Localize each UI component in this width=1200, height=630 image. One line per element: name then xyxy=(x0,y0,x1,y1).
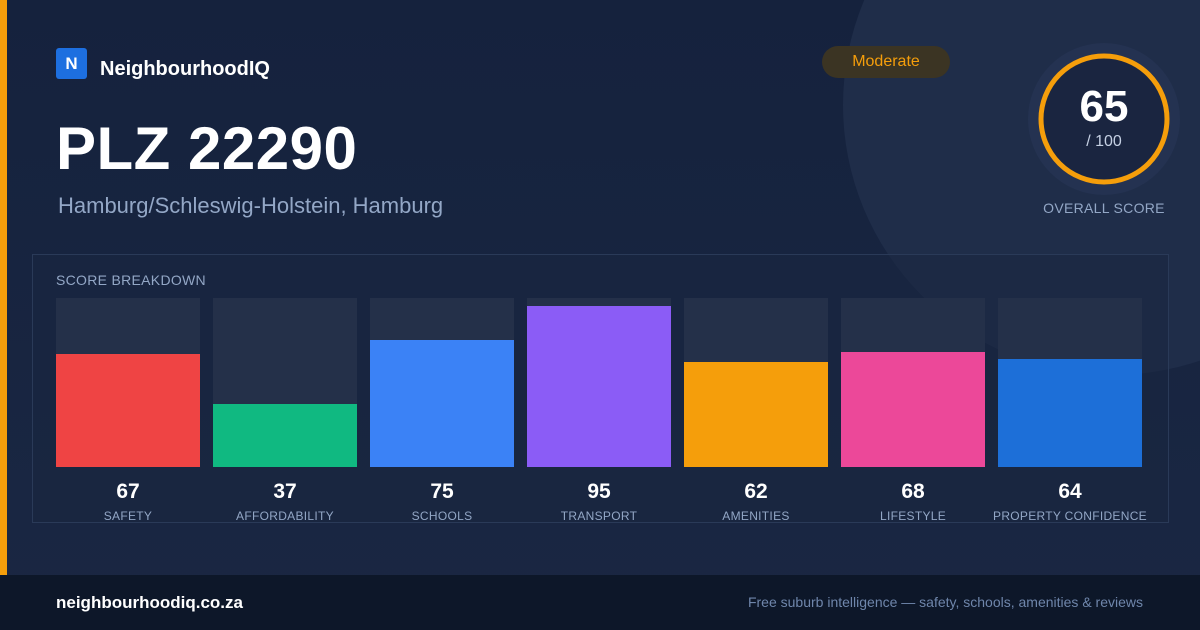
bar-track xyxy=(370,298,514,467)
brand-name: NeighbourhoodIQ xyxy=(100,58,270,80)
rating-badge: Moderate xyxy=(822,46,950,78)
location-subtitle: Hamburg/Schleswig-Holstein, Hamburg xyxy=(58,193,444,218)
bar-fill xyxy=(370,340,514,467)
score-breakdown-panel: SCORE BREAKDOWN 67 SAFETY 37 AFFORDABILITY 7… xyxy=(32,254,1169,523)
bar-label: AMENITIES xyxy=(722,509,790,523)
bar-value: 67 xyxy=(116,480,140,503)
bar-track xyxy=(213,298,357,467)
score-bar-transport: 95 TRANSPORT xyxy=(527,298,671,523)
footer-url-link[interactable]: neighbourhoodiq.co.za xyxy=(56,593,243,612)
bar-fill xyxy=(213,404,357,467)
bar-fill xyxy=(684,362,828,467)
bar-value: 37 xyxy=(273,480,297,503)
brand[interactable]: N NeighbourhoodIQ xyxy=(56,46,270,81)
overall-score-gauge: 65 / 100 xyxy=(1028,43,1180,195)
bar-fill xyxy=(527,306,671,467)
bar-label: TRANSPORT xyxy=(560,509,638,523)
score-bar-affordability: 37 AFFORDABILITY xyxy=(213,298,357,523)
bar-value: 62 xyxy=(744,480,768,503)
bar-label: SAFETY xyxy=(103,509,153,523)
score-bar-safety: 67 SAFETY xyxy=(56,298,200,523)
bar-fill xyxy=(998,359,1142,467)
breakdown-title: SCORE BREAKDOWN xyxy=(56,272,206,288)
score-bar-lifestyle: 68 LIFESTYLE xyxy=(841,298,985,523)
bar-track xyxy=(56,298,200,467)
bar-label: PROPERTY CONFIDENCE xyxy=(993,509,1147,523)
score-bar-property-confidence: 64 PROPERTY CONFIDENCE xyxy=(993,298,1147,523)
accent-bar xyxy=(0,0,7,575)
bar-value: 95 xyxy=(587,480,611,503)
breakdown-bars: 67 SAFETY 37 AFFORDABILITY 75 SCHOOLS 95 TRANSP… xyxy=(56,298,1147,523)
footer-tagline: Free suburb intelligence — safety, schoo… xyxy=(747,594,1143,610)
score-bar-amenities: 62 AMENITIES xyxy=(684,298,828,523)
bar-track xyxy=(998,298,1142,467)
bar-value: 75 xyxy=(430,480,454,503)
bar-fill xyxy=(56,354,200,467)
bar-label: LIFESTYLE xyxy=(879,509,947,523)
page-title: PLZ 22290 xyxy=(56,115,358,182)
brand-logo-icon: N xyxy=(56,48,87,79)
bar-track xyxy=(684,298,828,467)
footer: neighbourhoodiq.co.za Free suburb intell… xyxy=(0,575,1200,630)
overall-score-max: / 100 xyxy=(1086,133,1122,150)
score-ring-icon xyxy=(1038,53,1170,185)
bar-value: 68 xyxy=(901,480,925,503)
score-bar-schools: 75 SCHOOLS xyxy=(370,298,514,523)
bar-track xyxy=(841,298,985,467)
bar-label: SCHOOLS xyxy=(411,509,473,523)
bar-track xyxy=(527,298,671,467)
overall-score-label: OVERALL SCORE xyxy=(1043,200,1165,216)
overall-score-value: 65 xyxy=(1079,82,1129,131)
bar-fill xyxy=(841,352,985,467)
bar-label: AFFORDABILITY xyxy=(236,509,334,523)
bar-value: 64 xyxy=(1058,480,1082,503)
